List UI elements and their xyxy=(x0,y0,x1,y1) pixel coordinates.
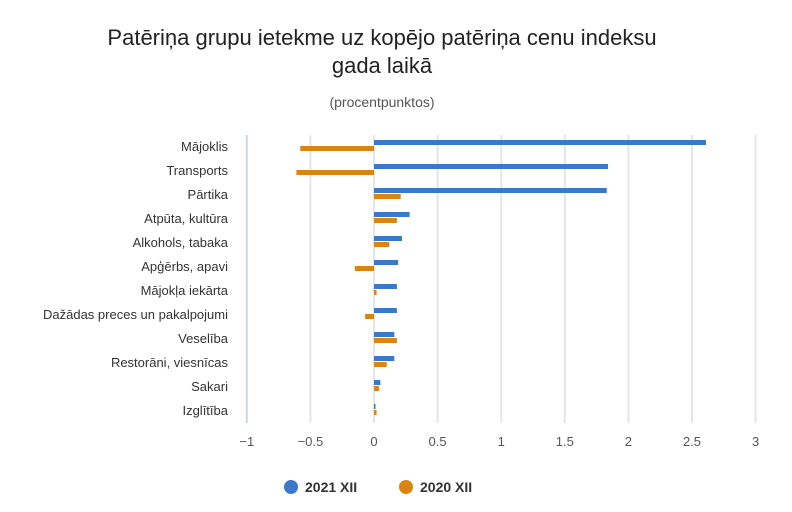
legend-label-0: 2021 XII xyxy=(305,479,357,495)
bar-2020 xyxy=(374,338,397,343)
category-label: Pārtika xyxy=(188,187,229,202)
category-label: Mājokļa iekārta xyxy=(141,283,229,298)
x-tick-label: 0.5 xyxy=(429,434,447,449)
legend-marker-0 xyxy=(284,480,298,494)
bar-2021 xyxy=(374,164,609,169)
category-label: Restorāni, viesnīcas xyxy=(111,355,229,370)
x-tick-label: 1 xyxy=(498,434,505,449)
x-tick-label: 2.5 xyxy=(683,434,701,449)
bar-2020 xyxy=(374,218,397,223)
bar-2020 xyxy=(374,410,377,415)
x-tick-label: 2 xyxy=(625,434,632,449)
category-label: Izglītība xyxy=(182,403,228,418)
bar-2020 xyxy=(354,266,374,271)
x-tick-label: 1.5 xyxy=(556,434,574,449)
category-label: Mājoklis xyxy=(181,139,228,154)
bar-2020 xyxy=(374,290,377,295)
bar-2021 xyxy=(374,308,397,313)
legend-label-1: 2020 XII xyxy=(420,479,472,495)
chart-title-line-1: Patēriņa grupu ietekme uz kopējo patēriņ… xyxy=(107,25,656,50)
category-label: Alkohols, tabaka xyxy=(133,235,229,250)
legend-marker-1 xyxy=(399,480,413,494)
bar-2021 xyxy=(374,356,395,361)
category-label: Apģērbs, apavi xyxy=(141,259,228,274)
x-tick-label: −0.5 xyxy=(298,434,324,449)
bar-2021 xyxy=(374,332,395,337)
category-label: Dažādas preces un pakalpojumi xyxy=(43,307,228,322)
bar-2020 xyxy=(300,146,374,151)
bar-2020 xyxy=(374,242,390,247)
bar-2021 xyxy=(374,140,706,145)
bar-2021 xyxy=(374,404,376,409)
x-tick-label: 0 xyxy=(370,434,377,449)
x-tick-label: 3 xyxy=(752,434,759,449)
category-label: Transports xyxy=(166,163,228,178)
category-label: Atpūta, kultūra xyxy=(144,211,229,226)
chart-title-line-2: gada laikā xyxy=(332,53,433,78)
bar-2020 xyxy=(296,170,374,175)
bar-2020 xyxy=(374,362,387,367)
category-label: Sakari xyxy=(191,379,228,394)
bar-2020 xyxy=(365,314,374,319)
bar-2021 xyxy=(374,260,399,265)
bar-2021 xyxy=(374,188,607,193)
bar-2020 xyxy=(374,386,380,391)
category-label: Veselība xyxy=(178,331,229,346)
x-tick-label: −1 xyxy=(239,434,254,449)
bar-2020 xyxy=(374,194,401,199)
chart-subtitle: (procentpunktos) xyxy=(329,94,434,110)
bar-2021 xyxy=(374,212,410,217)
bar-2021 xyxy=(374,284,397,289)
bar-2021 xyxy=(374,380,381,385)
bar-2021 xyxy=(374,236,402,241)
